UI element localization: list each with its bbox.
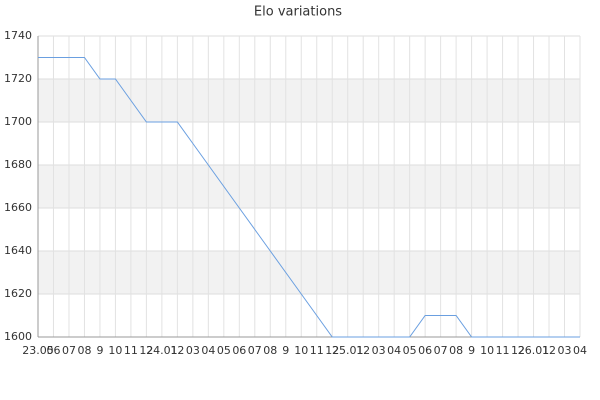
grid-band [38, 251, 580, 294]
x-tick-label: 26.01 [518, 344, 550, 357]
line [38, 57, 580, 338]
grid-band [38, 165, 580, 208]
x-tick-label: 03 [558, 344, 572, 357]
x-tick-label: 04 [573, 344, 587, 357]
x-tick-label: 07 [62, 344, 76, 357]
y-tick-label: 1640 [4, 244, 32, 257]
chart-title: Elo variations [254, 5, 342, 20]
x-tick-label: 10 [480, 344, 494, 357]
x-tick-label: 24.01 [146, 344, 178, 357]
x-tick-label: 23.05 [22, 344, 54, 357]
x-tick-label: 9 [96, 344, 103, 357]
x-tick-label: 12 [356, 344, 370, 357]
x-tick-label: 08 [77, 344, 91, 357]
x-tick-label: 11 [496, 344, 510, 357]
x-tick-label: 06 [232, 344, 246, 357]
grid-band [38, 79, 580, 122]
x-tick-label: 10 [108, 344, 122, 357]
x-tick-label: 11 [310, 344, 324, 357]
x-tick-label: 12 [542, 344, 556, 357]
x-tick-label: 9 [282, 344, 289, 357]
x-tick-label: 25.01 [332, 344, 364, 357]
y-tick-label: 1720 [4, 72, 32, 85]
x-tick-label: 08 [263, 344, 277, 357]
y-tick-label: 1660 [4, 201, 32, 214]
x-tick-label: 10 [294, 344, 308, 357]
x-tick-label: 11 [124, 344, 138, 357]
y-tick-label: 1620 [4, 287, 32, 300]
x-tick-label: 12 [511, 344, 525, 357]
x-tick-label: 05 [403, 344, 417, 357]
y-tick-label: 1700 [4, 115, 32, 128]
x-tick-label: 03 [186, 344, 200, 357]
x-tick-label: 08 [449, 344, 463, 357]
x-tick-label: 05 [217, 344, 231, 357]
x-tick-label: 12 [139, 344, 153, 357]
x-tick-label: 04 [387, 344, 401, 357]
x-tick-label: 06 [46, 344, 60, 357]
y-tick-label: 1680 [4, 158, 32, 171]
x-tick-label: 9 [468, 344, 475, 357]
x-tick-label: 04 [201, 344, 215, 357]
x-tick-label: 03 [372, 344, 386, 357]
x-tick-label: 07 [248, 344, 262, 357]
x-tick-label: 12 [325, 344, 339, 357]
x-tick-label: 12 [170, 344, 184, 357]
y-tick-label: 1600 [4, 330, 32, 343]
y-tick-label: 1740 [4, 29, 32, 42]
x-tick-label: 07 [434, 344, 448, 357]
x-tick-label: 06 [418, 344, 432, 357]
